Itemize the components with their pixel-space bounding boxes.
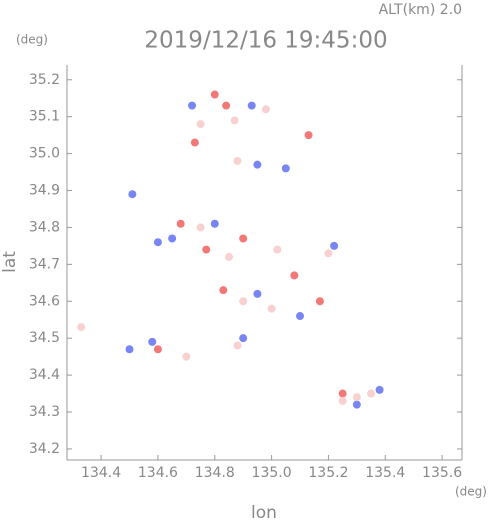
y-tick-label: 34.3 <box>29 404 60 420</box>
echo-point <box>239 334 248 343</box>
echo-point <box>247 101 256 110</box>
echo-point <box>239 234 248 243</box>
echo-point <box>219 286 228 295</box>
echo-point <box>338 389 347 398</box>
echo-point <box>239 297 248 306</box>
echo-point <box>253 160 262 169</box>
x-tick-label: 135.4 <box>365 465 405 481</box>
y-tick-label: 35.2 <box>29 72 60 88</box>
x-tick-label: 135.0 <box>252 465 292 481</box>
echo-point <box>375 385 384 394</box>
x-tick-label: 135.6 <box>422 465 462 481</box>
echo-point <box>196 223 205 232</box>
echo-point <box>168 234 177 243</box>
x-axis-label: lon <box>251 503 277 521</box>
x-tick-label: 134.8 <box>195 465 235 481</box>
echo-point <box>125 345 134 354</box>
echo-point <box>267 304 276 313</box>
echo-point <box>182 352 191 361</box>
echo-point <box>196 120 205 129</box>
y-tick-label: 35.1 <box>29 109 60 125</box>
echo-point <box>281 164 290 173</box>
echo-point <box>304 131 313 140</box>
echo-point <box>190 138 199 147</box>
echo-point <box>338 396 347 405</box>
echo-point <box>128 190 137 199</box>
echo-point <box>210 219 219 228</box>
echo-point <box>77 323 86 332</box>
echo-point <box>261 105 270 114</box>
y-tick-label: 35.0 <box>29 146 60 162</box>
echo-point <box>176 219 185 228</box>
x-unit: (deg) <box>455 485 487 499</box>
x-tick-label: 134.4 <box>81 465 121 481</box>
echo-point <box>367 389 376 398</box>
echo-point <box>253 289 262 298</box>
y-tick-label: 34.7 <box>29 256 60 272</box>
y-tick-label: 34.4 <box>29 367 60 383</box>
echo-point <box>296 312 305 321</box>
y-tick-label: 34.8 <box>29 219 60 235</box>
y-axis-label: lat <box>0 251 20 273</box>
y-tick-label: 34.9 <box>29 183 60 199</box>
echo-point <box>233 156 242 165</box>
echo-point <box>153 345 162 354</box>
echo-point <box>222 101 231 110</box>
echo-point <box>210 90 219 99</box>
echo-point <box>188 101 197 110</box>
echo-point <box>202 245 211 254</box>
echo-point <box>330 241 339 250</box>
x-tick-label: 134.6 <box>138 465 178 481</box>
chart-title: 2019/12/16 19:45:00 <box>144 28 387 54</box>
y-tick-label: 34.6 <box>29 293 60 309</box>
echo-point <box>224 252 233 261</box>
echo-point <box>153 238 162 247</box>
y-tick-label: 34.2 <box>29 441 60 457</box>
echo-point <box>233 341 242 350</box>
echo-point <box>352 400 361 409</box>
echo-point <box>290 271 299 280</box>
chart-subtitle: ALT(km) 2.0 <box>379 2 462 18</box>
echo-point <box>230 116 239 125</box>
y-tick-label: 34.5 <box>29 330 60 346</box>
echo-point <box>148 337 157 346</box>
x-tick-label: 135.2 <box>308 465 348 481</box>
echo-point <box>273 245 282 254</box>
y-unit: (deg) <box>16 33 48 47</box>
echo-point <box>352 393 361 402</box>
echo-point <box>324 249 333 258</box>
echo-point <box>315 297 324 306</box>
